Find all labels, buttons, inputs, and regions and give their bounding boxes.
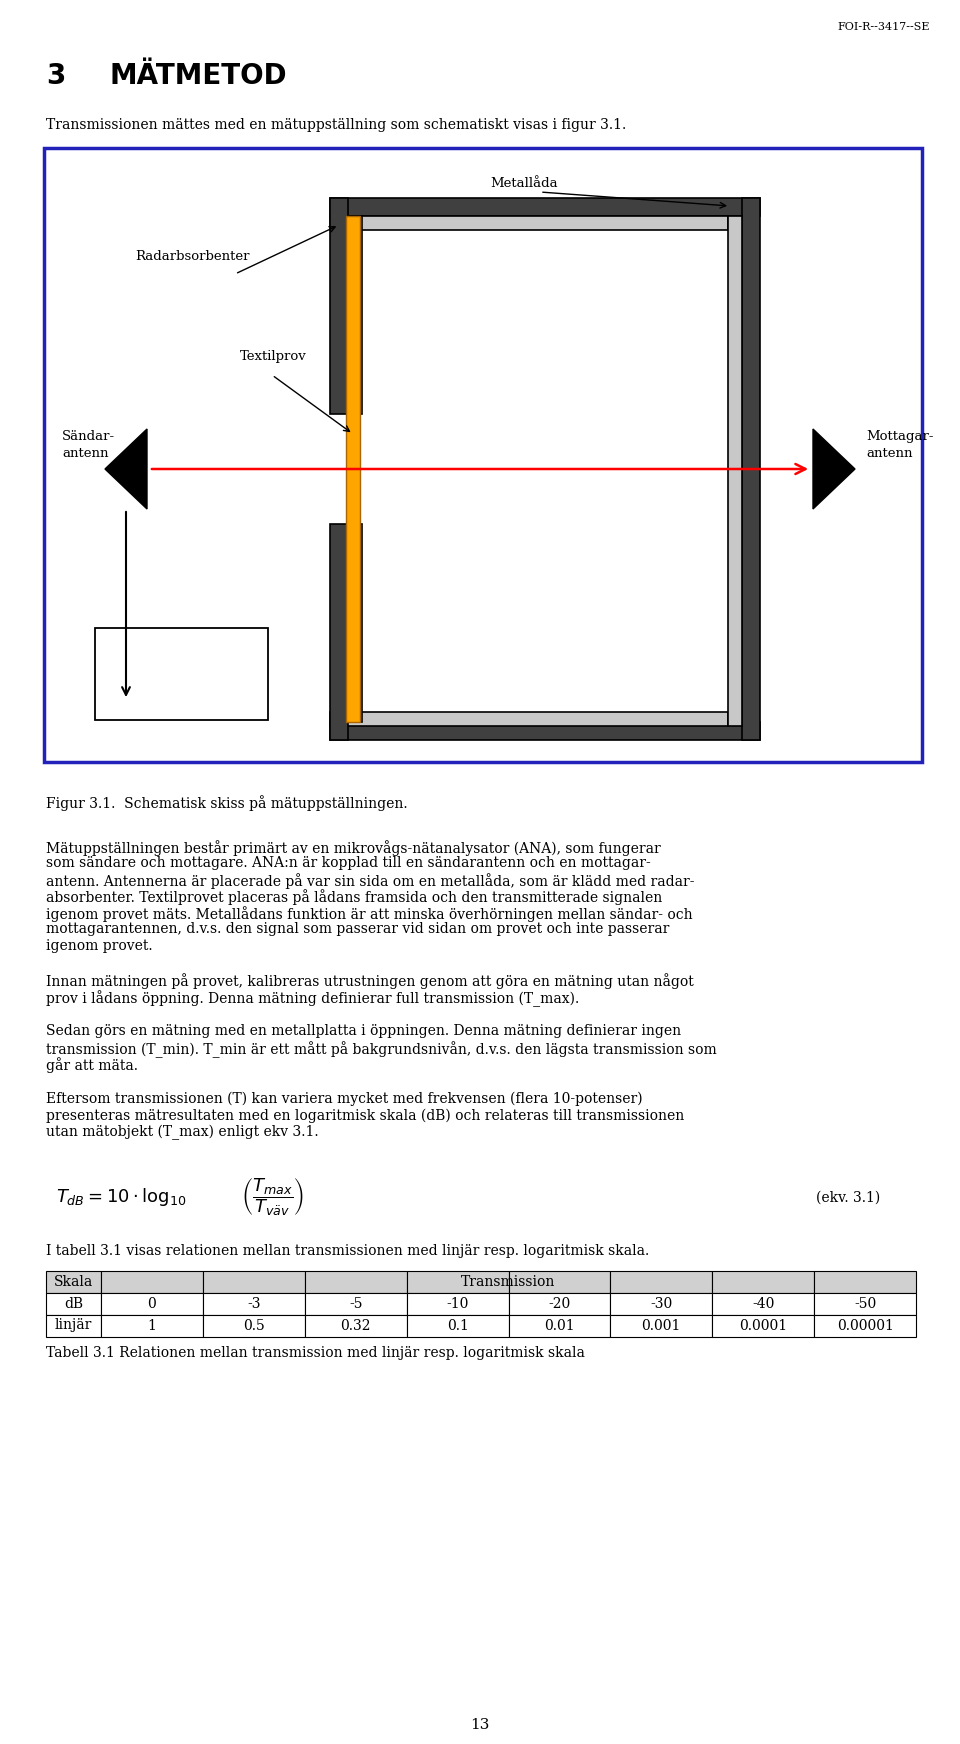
Text: Transmission: Transmission (462, 1275, 556, 1289)
Text: antenn. Antennerna är placerade på var sin sida om en metallåda, som är klädd me: antenn. Antennerna är placerade på var s… (46, 874, 694, 889)
Text: Skala: Skala (54, 1275, 93, 1289)
Text: -5: -5 (348, 1296, 363, 1310)
Bar (304, 1292, 407, 1315)
Bar (330, 199, 348, 413)
Bar (407, 1315, 509, 1336)
Text: 13: 13 (470, 1718, 490, 1732)
Bar (611, 1270, 712, 1292)
Text: FOI-R--3417--SE: FOI-R--3417--SE (837, 23, 930, 31)
Bar (348, 216, 362, 413)
Text: antenn: antenn (62, 446, 108, 460)
Text: 0.1: 0.1 (446, 1318, 468, 1332)
Text: 0.5: 0.5 (243, 1318, 265, 1332)
Text: nätanalysator: nätanalysator (105, 666, 197, 678)
Text: 0.32: 0.32 (341, 1318, 371, 1332)
Bar (712, 1270, 814, 1292)
Bar (814, 1292, 916, 1315)
Bar (304, 1270, 407, 1292)
Text: som sändare och mottagare. ANA:n är kopplad till en sändarantenn och en mottagar: som sändare och mottagare. ANA:n är kopp… (46, 856, 651, 870)
Text: transmission (T_min). T_min är ett mått på bakgrundsnivån, d.v.s. den lägsta tra: transmission (T_min). T_min är ett mått … (46, 1041, 717, 1059)
Text: 1: 1 (148, 1318, 156, 1332)
Text: MÄTMETOD: MÄTMETOD (110, 63, 288, 91)
Text: Sändar-: Sändar- (62, 431, 115, 443)
Bar (330, 523, 348, 739)
Text: -50: -50 (854, 1296, 876, 1310)
Bar (509, 1270, 611, 1292)
Text: $\left(\dfrac{T_{max}}{T_{v\ddot{a}v}}\right)$: $\left(\dfrac{T_{max}}{T_{v\ddot{a}v}}\r… (241, 1177, 303, 1219)
Text: (ekv. 3.1): (ekv. 3.1) (816, 1191, 880, 1205)
Bar (46, 1292, 101, 1315)
Bar (509, 1292, 611, 1315)
Text: Innan mätningen på provet, kalibreras utrustningen genom att göra en mätning uta: Innan mätningen på provet, kalibreras ut… (46, 973, 694, 989)
Bar (304, 1315, 407, 1336)
Text: mottagarantennen, d.v.s. den signal som passerar vid sidan om provet och inte pa: mottagarantennen, d.v.s. den signal som … (46, 923, 669, 937)
Bar (101, 1292, 203, 1315)
Text: absorbenter. Textilprovet placeras på lådans framsida och den transmitterade sig: absorbenter. Textilprovet placeras på lå… (46, 889, 662, 905)
Polygon shape (813, 429, 855, 509)
Text: Sedan görs en mätning med en metallplatta i öppningen. Denna mätning definierar : Sedan görs en mätning med en metallplatt… (46, 1024, 682, 1038)
Bar (611, 1292, 712, 1315)
Bar (407, 1270, 509, 1292)
Bar (611, 1315, 712, 1336)
Text: presenteras mätresultaten med en logaritmisk skala (dB) och relateras till trans: presenteras mätresultaten med en logarit… (46, 1109, 684, 1123)
Text: Radarbsorbenter: Radarbsorbenter (135, 249, 250, 263)
Text: antenn: antenn (866, 446, 913, 460)
Text: 3: 3 (46, 63, 65, 91)
Text: dB: dB (64, 1296, 84, 1310)
Text: Eftersom transmissionen (T) kan variera mycket med frekvensen (flera 10-potenser: Eftersom transmissionen (T) kan variera … (46, 1092, 642, 1106)
Text: Figur 3.1.  Schematisk skiss på mätuppställningen.: Figur 3.1. Schematisk skiss på mätuppstä… (46, 795, 408, 811)
Bar (712, 1315, 814, 1336)
Text: Mottagar-: Mottagar- (866, 431, 933, 443)
Text: -40: -40 (752, 1296, 775, 1310)
Bar (509, 1315, 611, 1336)
Bar (203, 1315, 304, 1336)
Bar (101, 1315, 203, 1336)
Text: linjär: linjär (55, 1318, 92, 1332)
Text: Metallåda: Metallåda (490, 176, 558, 190)
Text: 0: 0 (148, 1296, 156, 1310)
Bar (742, 199, 760, 739)
Text: -3: -3 (247, 1296, 260, 1310)
Text: Mikrovågs-: Mikrovågs- (105, 645, 180, 661)
Bar (46, 1315, 101, 1336)
Bar (346, 216, 360, 722)
Text: 0.00001: 0.00001 (836, 1318, 894, 1332)
Text: Tabell 3.1 Relationen mellan transmission med linjär resp. logaritmisk skala: Tabell 3.1 Relationen mellan transmissio… (46, 1346, 585, 1360)
Bar (330, 712, 728, 726)
Text: igenom provet.: igenom provet. (46, 938, 153, 952)
Bar (728, 216, 742, 726)
Bar (330, 216, 728, 230)
Bar (44, 148, 922, 762)
Text: igenom provet mäts. Metallådans funktion är att minska överhörningen mellan sänd: igenom provet mäts. Metallådans funktion… (46, 905, 692, 923)
Text: I tabell 3.1 visas relationen mellan transmissionen med linjär resp. logaritmisk: I tabell 3.1 visas relationen mellan tra… (46, 1245, 649, 1259)
Text: utan mätobjekt (T_max) enligt ekv 3.1.: utan mätobjekt (T_max) enligt ekv 3.1. (46, 1125, 319, 1141)
Text: Textilprov: Textilprov (240, 351, 307, 363)
Text: prov i lådans öppning. Denna mätning definierar full transmission (T_max).: prov i lådans öppning. Denna mätning def… (46, 991, 579, 1006)
Bar (203, 1292, 304, 1315)
Bar (46, 1270, 101, 1292)
Polygon shape (105, 429, 147, 509)
Text: går att mäta.: går att mäta. (46, 1057, 138, 1073)
Text: 0.01: 0.01 (544, 1318, 575, 1332)
Text: 0.0001: 0.0001 (739, 1318, 787, 1332)
Bar (330, 722, 760, 739)
Bar (101, 1270, 203, 1292)
Bar (330, 199, 760, 216)
Bar (814, 1270, 916, 1292)
Text: -10: -10 (446, 1296, 468, 1310)
Bar (814, 1315, 916, 1336)
Text: 0.001: 0.001 (641, 1318, 681, 1332)
Text: Mätuppställningen består primärt av en mikrovågs-nätanalysator (ANA), som funger: Mätuppställningen består primärt av en m… (46, 841, 660, 856)
Bar (203, 1270, 304, 1292)
Text: -20: -20 (548, 1296, 570, 1310)
Bar (95, 628, 268, 720)
Text: Transmissionen mättes med en mätuppställning som schematiskt visas i figur 3.1.: Transmissionen mättes med en mätuppställ… (46, 119, 626, 133)
Text: $T_{dB} = 10 \cdot \log_{10}$: $T_{dB} = 10 \cdot \log_{10}$ (56, 1186, 186, 1209)
Bar (407, 1292, 509, 1315)
Bar (712, 1292, 814, 1315)
Text: -30: -30 (650, 1296, 672, 1310)
Bar (348, 523, 362, 722)
